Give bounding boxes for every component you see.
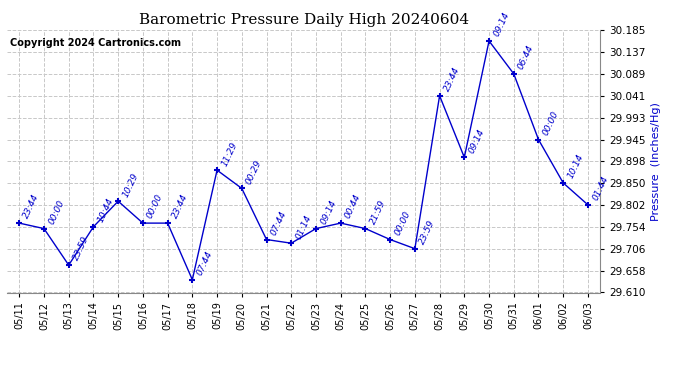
Text: 23:44: 23:44 <box>22 193 41 220</box>
Text: 07:44: 07:44 <box>269 209 288 237</box>
Text: 23:59: 23:59 <box>417 219 437 246</box>
Text: 00:00: 00:00 <box>146 193 165 220</box>
Text: 11:29: 11:29 <box>220 140 239 167</box>
Text: 09:14: 09:14 <box>492 11 511 38</box>
Text: 00:00: 00:00 <box>47 198 66 226</box>
Text: 01:44: 01:44 <box>591 175 610 202</box>
Text: 00:00: 00:00 <box>393 209 412 237</box>
Text: 23:59: 23:59 <box>72 235 90 262</box>
Text: 00:00: 00:00 <box>541 110 560 137</box>
Y-axis label: Pressure  (Inches/Hg): Pressure (Inches/Hg) <box>651 102 662 220</box>
Text: 09:14: 09:14 <box>319 198 338 226</box>
Text: 00:44: 00:44 <box>344 193 363 220</box>
Text: 01:14: 01:14 <box>294 213 313 240</box>
Text: 00:29: 00:29 <box>244 158 264 186</box>
Text: 09:14: 09:14 <box>467 127 486 154</box>
Text: 21:59: 21:59 <box>368 198 387 226</box>
Title: Barometric Pressure Daily High 20240604: Barometric Pressure Daily High 20240604 <box>139 13 469 27</box>
Text: 07:44: 07:44 <box>195 250 215 277</box>
Text: 06:44: 06:44 <box>517 44 535 71</box>
Text: 23:44: 23:44 <box>170 193 190 220</box>
Text: 10:44: 10:44 <box>96 196 115 224</box>
Text: 10:14: 10:14 <box>566 153 585 180</box>
Text: 10:29: 10:29 <box>121 171 140 198</box>
Text: 23:44: 23:44 <box>442 66 462 93</box>
Text: Copyright 2024 Cartronics.com: Copyright 2024 Cartronics.com <box>10 38 181 48</box>
